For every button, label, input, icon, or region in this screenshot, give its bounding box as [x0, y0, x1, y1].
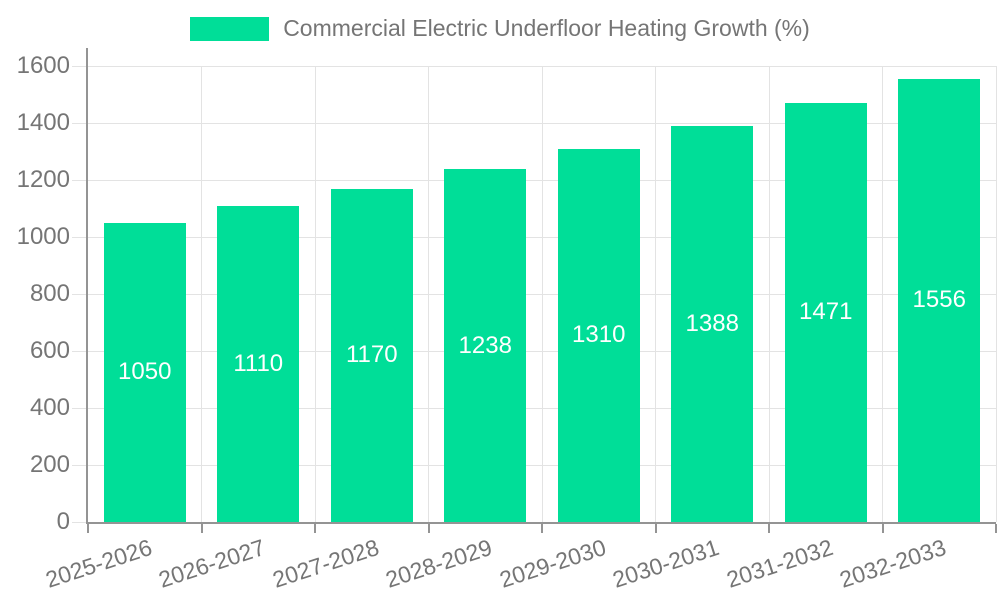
x-axis-line [86, 522, 996, 524]
bar: 1110 [217, 205, 300, 522]
y-tick-label: 400 [29, 394, 70, 421]
y-tick-label: 1400 [16, 109, 70, 136]
bar: 1388 [671, 126, 754, 522]
x-tick-label: 2030-2031 [609, 534, 723, 593]
bar-value-label: 1170 [345, 341, 398, 369]
y-tick-label: 600 [29, 337, 70, 364]
x-tick-mark [427, 524, 430, 533]
y-tick-label: 0 [56, 508, 70, 535]
x-tick-label: 2031-2032 [723, 534, 836, 593]
bar-value-label: 1110 [233, 349, 284, 377]
y-tick-mark [72, 350, 88, 352]
bar: 1471 [784, 102, 867, 522]
gridline-vertical [428, 66, 429, 522]
bar: 1238 [444, 169, 527, 522]
x-tick-mark [541, 524, 543, 533]
y-tick-label: 1600 [16, 52, 70, 79]
y-tick-mark [72, 521, 88, 523]
bar: 1310 [557, 148, 640, 522]
x-tick-label: 2028-2029 [382, 534, 496, 593]
x-tick-mark [768, 524, 770, 533]
y-tick-label: 200 [29, 451, 70, 478]
gridline-vertical [995, 66, 997, 522]
y-tick-mark [72, 122, 88, 124]
x-tick-mark [200, 524, 203, 533]
bar-value-label: 1556 [912, 286, 966, 314]
bar-value-label: 1471 [799, 298, 853, 326]
x-tick-label: 2026-2027 [155, 534, 269, 593]
bar: 1170 [330, 188, 413, 522]
gridline-vertical [541, 66, 543, 522]
gridline-vertical [655, 66, 656, 522]
bar: 1556 [898, 78, 981, 522]
bar: 1050 [103, 222, 186, 522]
y-tick-mark [72, 293, 88, 295]
y-tick-mark [72, 407, 88, 409]
y-tick-mark [72, 65, 88, 67]
x-tick-mark [881, 524, 884, 533]
bar-value-label: 1050 [118, 358, 172, 386]
x-tick-label: 2027-2028 [269, 534, 382, 593]
y-tick-label: 1000 [16, 223, 70, 250]
y-tick-label: 800 [29, 280, 70, 307]
bar-value-label: 1310 [572, 321, 626, 349]
x-tick-mark [87, 524, 89, 533]
gridline-vertical [768, 66, 770, 522]
gridline-vertical [882, 66, 883, 522]
legend-swatch [190, 16, 270, 41]
gridline-vertical [314, 66, 316, 522]
y-tick-mark [72, 179, 88, 181]
x-tick-label: 2029-2030 [496, 534, 609, 593]
x-tick-mark [995, 524, 997, 533]
bar-value-label: 1238 [458, 331, 512, 359]
y-axis-line [86, 48, 88, 522]
x-tick-label: 2025-2026 [42, 534, 155, 593]
legend: Commercial Electric Underfloor Heating G… [0, 15, 1000, 42]
y-tick-mark [72, 464, 88, 466]
x-tick-mark [314, 524, 316, 533]
gridline-vertical [201, 66, 202, 522]
legend-label: Commercial Electric Underfloor Heating G… [283, 15, 810, 41]
bar-value-label: 1388 [685, 310, 739, 338]
y-tick-mark [72, 236, 88, 238]
x-tick-mark [654, 524, 657, 533]
x-tick-label: 2032-2033 [836, 534, 950, 593]
y-tick-label: 1200 [16, 166, 70, 193]
